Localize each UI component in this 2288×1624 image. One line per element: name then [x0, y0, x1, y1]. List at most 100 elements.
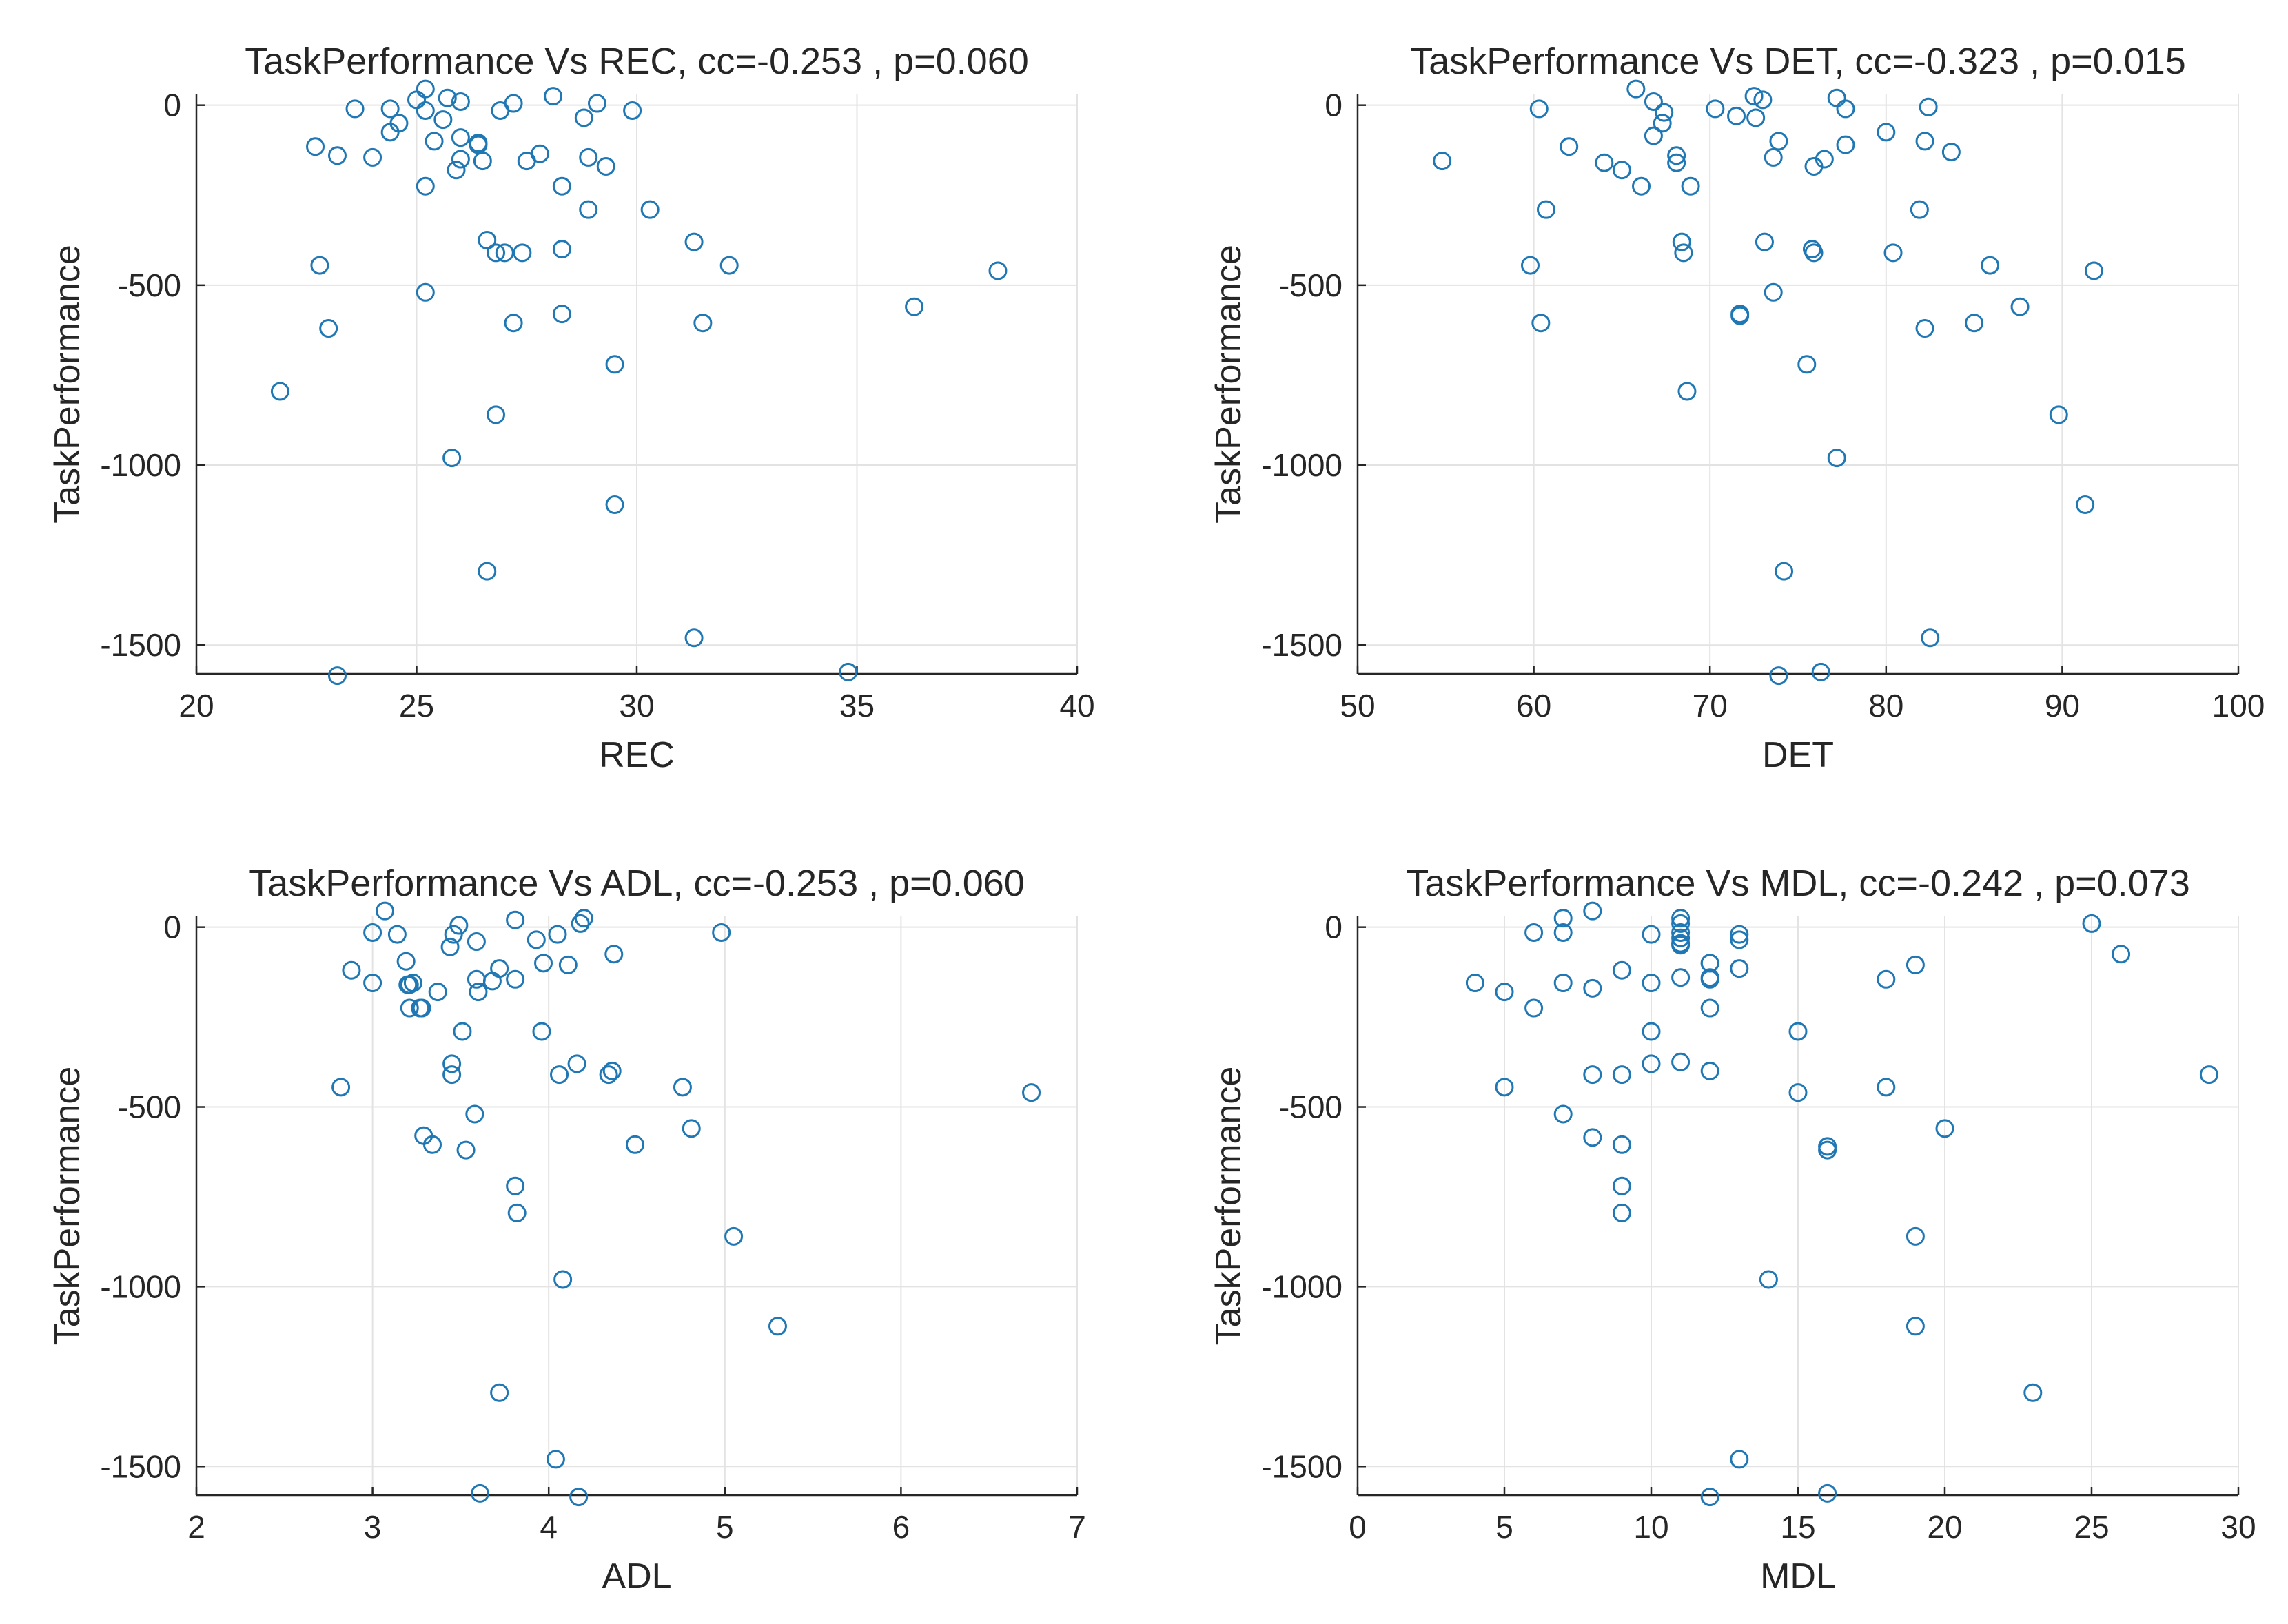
data-point	[1919, 97, 1938, 116]
x-axis-label: MDL	[1760, 1556, 1836, 1596]
data-point	[473, 152, 492, 171]
data-point	[1759, 1270, 1778, 1289]
data-point	[425, 132, 444, 151]
data-point	[1583, 978, 1602, 998]
y-tick-label: -1000	[1261, 447, 1342, 483]
data-point	[905, 297, 924, 316]
data-point	[548, 925, 567, 944]
data-point	[2082, 914, 2101, 933]
y-tick-label: -1500	[1261, 627, 1342, 663]
data-point	[544, 87, 563, 106]
data-point	[1804, 243, 1824, 263]
data-point	[1965, 314, 1984, 333]
data-point	[1677, 382, 1697, 401]
data-point	[1906, 955, 1925, 974]
x-axis-label: REC	[599, 735, 675, 775]
data-point	[1644, 92, 1663, 111]
data-point	[363, 147, 382, 167]
data-point	[1671, 914, 1691, 933]
x-tick-label: 80	[1868, 688, 1903, 723]
data-point	[453, 1022, 472, 1041]
y-tick-label: -500	[118, 1089, 181, 1125]
data-point	[1626, 79, 1646, 99]
y-tick-label: -1000	[1261, 1268, 1342, 1304]
data-point	[1495, 983, 1514, 1002]
x-tick-label: 7	[1068, 1509, 1086, 1545]
data-point	[1642, 1054, 1661, 1073]
data-point	[1769, 132, 1788, 151]
chart-title: TaskPerformance Vs MDL, cc=-0.242 , p=0.…	[1406, 863, 2190, 904]
data-point	[414, 1126, 433, 1145]
data-point	[988, 261, 1008, 280]
data-point	[552, 176, 571, 196]
y-axis-label: TaskPerformance	[1209, 1067, 1249, 1346]
y-tick-label: 0	[163, 909, 181, 945]
data-point	[625, 1135, 644, 1154]
data-point	[506, 910, 525, 929]
data-point	[1553, 923, 1573, 942]
data-point	[1583, 901, 1602, 921]
data-point	[1755, 232, 1774, 251]
x-tick-label: 3	[364, 1509, 382, 1545]
data-point	[469, 983, 488, 1002]
data-point	[396, 952, 416, 971]
y-tick-label: -500	[118, 267, 181, 303]
data-point	[605, 355, 624, 374]
data-point	[411, 998, 430, 1018]
x-tick-label: 5	[1495, 1509, 1513, 1545]
data-point	[447, 161, 466, 180]
data-point	[1744, 87, 1764, 106]
data-point	[2023, 1383, 2043, 1402]
subplot-4: 0 5 10 15 20 25 30 0 -500 -1000 -1500 TaskPerforman…	[1209, 863, 2256, 1596]
data-point	[1818, 1140, 1837, 1160]
chart-title: TaskPerformance Vs REC, cc=-0.253 , p=0.…	[245, 41, 1029, 82]
y-tick-label: -500	[1279, 267, 1342, 303]
data-point	[1788, 1022, 1808, 1041]
data-point	[1883, 243, 1903, 263]
data-point	[507, 1203, 527, 1222]
data-point	[546, 1450, 565, 1469]
data-point	[712, 923, 731, 942]
data-point	[442, 449, 462, 468]
data-point	[579, 200, 598, 219]
y-tick-label: 0	[1325, 909, 1342, 945]
data-point	[569, 1488, 589, 1507]
data-point	[2076, 495, 2095, 514]
data-point	[1981, 256, 2000, 275]
data-point	[1910, 200, 1929, 219]
data-point	[1769, 666, 1788, 686]
data-point	[506, 969, 525, 989]
x-tick-label: 40	[1059, 688, 1094, 723]
data-point	[363, 923, 382, 942]
data-point	[2049, 405, 2068, 424]
data-point	[1595, 153, 1614, 172]
data-point	[574, 909, 593, 928]
data-point	[552, 305, 571, 324]
data-point	[1612, 1135, 1631, 1154]
data-point	[1674, 243, 1693, 263]
data-point	[1941, 143, 1961, 162]
data-point	[604, 945, 624, 964]
data-point	[579, 147, 598, 167]
data-point	[527, 930, 546, 949]
data-point	[1746, 108, 1766, 127]
data-point	[684, 232, 704, 251]
x-tick-label: 30	[2220, 1509, 2256, 1545]
data-point	[440, 937, 460, 956]
x-tick-label: 50	[1340, 688, 1375, 723]
data-point	[1730, 959, 1749, 978]
data-point	[2112, 945, 2131, 964]
x-tick-label: 6	[892, 1509, 910, 1545]
data-point	[1827, 88, 1846, 107]
chart-title: TaskPerformance Vs ADL, cc=-0.253 , p=0.…	[249, 863, 1025, 904]
data-point	[1644, 126, 1663, 145]
data-point	[380, 123, 400, 142]
data-point	[363, 974, 382, 993]
x-tick-label: 4	[540, 1509, 558, 1545]
data-point	[1642, 925, 1661, 944]
data-point	[1877, 969, 1896, 989]
x-axis-label: DET	[1762, 735, 1834, 775]
data-point	[1827, 449, 1846, 468]
data-point	[1612, 1203, 1631, 1222]
data-point	[1531, 314, 1551, 333]
